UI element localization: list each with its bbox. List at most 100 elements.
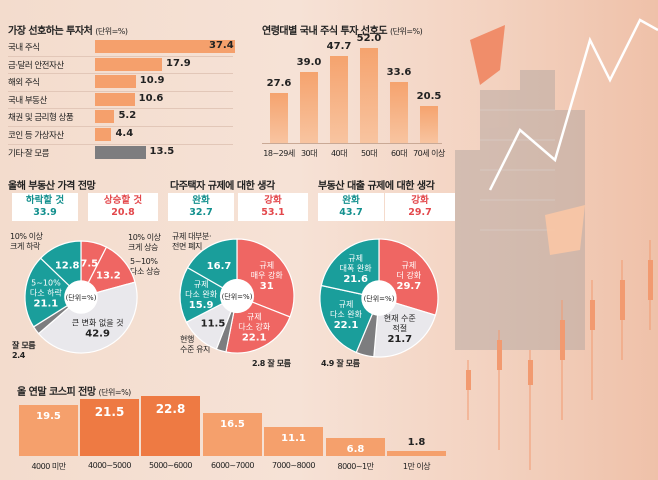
age-stock-preference-title: 연령대별 국내 주식 투자 선호도 xyxy=(262,26,388,37)
data-label: 19.5 xyxy=(36,410,61,422)
outside-label: 잘 모름 2.4 xyxy=(12,341,36,361)
outside-label: 2.8 잘 모름 xyxy=(252,359,291,368)
unit-label: (단위=%) xyxy=(390,27,423,36)
pie-title: 올해 부동산 가격 전망 xyxy=(8,181,96,192)
bar xyxy=(95,110,115,124)
data-label: 16.5 xyxy=(220,418,245,430)
slice-label: 현재 수준 xyxy=(384,314,416,323)
pie-center xyxy=(219,278,255,314)
category-label: 해외 주식 xyxy=(8,78,40,89)
slice-label: 규제 xyxy=(339,300,354,309)
label-line: 크게 상승 xyxy=(128,243,158,252)
category-label: 4000~5000 xyxy=(88,461,131,470)
bar xyxy=(95,40,235,53)
data-label: 6.8 xyxy=(346,444,365,456)
slice-label: 다소 하락 xyxy=(30,287,63,297)
slice-label: 적절 xyxy=(392,323,407,333)
label-line: 다소 상승 xyxy=(130,267,160,276)
summary-box: 완화 32.7 xyxy=(168,193,234,221)
category-label: 7000~8000 xyxy=(272,461,315,470)
unit-label: (단위=%) xyxy=(222,292,253,301)
label-line: 규제 대부분· xyxy=(172,232,212,241)
slice-label: 규제 xyxy=(247,313,262,322)
summary-value: 32.7 xyxy=(189,207,213,218)
pie-slice xyxy=(373,297,437,358)
summary-label: 하락할 것 xyxy=(25,195,65,206)
outside-label: 10% 이상 크게 상승 xyxy=(128,233,161,253)
unit-label: (단위=%) xyxy=(364,294,395,303)
slice-value: 16.7 xyxy=(207,261,232,272)
category-label: 채권 및 금리형 상품 xyxy=(8,113,74,124)
pie-title: 부동산 대출 규제에 대한 생각 xyxy=(318,181,435,192)
outside-label: 규제 대부분· 전면 폐지 xyxy=(172,232,211,252)
pie-slice xyxy=(24,257,82,328)
category-label: 기타·잘 모름 xyxy=(8,148,50,159)
slice-value: 22.1 xyxy=(334,320,359,331)
divider xyxy=(8,73,233,75)
slice-value: 21.1 xyxy=(34,298,59,309)
unit-label: (단위=%) xyxy=(98,388,132,397)
summary-label: 완화 xyxy=(342,195,360,206)
axis-line xyxy=(262,143,442,144)
outside-label: 10% 이상 크게 하락 xyxy=(10,232,43,252)
trend-line-illustration xyxy=(488,18,658,191)
summary-label: 상승할 것 xyxy=(103,195,143,206)
bar xyxy=(264,426,323,456)
label-line: 전면 폐지 xyxy=(172,242,202,251)
bar xyxy=(80,399,139,456)
data-label: 4.4 xyxy=(115,128,134,139)
category-label: 18~29세 xyxy=(263,149,295,158)
data-label: 27.6 xyxy=(266,77,292,89)
summary-value: 20.8 xyxy=(111,207,135,218)
paper-illustration xyxy=(470,25,505,85)
category-label: 30대 xyxy=(300,149,318,158)
slice-value: 29.7 xyxy=(397,281,422,292)
summary-box: 강화 53.1 xyxy=(238,193,308,221)
summary-box: 완화 43.7 xyxy=(318,193,384,221)
bar xyxy=(387,451,446,456)
data-label: 10.6 xyxy=(138,92,164,104)
bar xyxy=(300,71,318,143)
pie-center xyxy=(64,280,98,314)
summary-label: 완화 xyxy=(192,195,210,206)
unit-label: (단위=%) xyxy=(95,27,128,36)
bar xyxy=(326,438,385,456)
slice-label: 규제 xyxy=(259,261,274,270)
data-label: 17.9 xyxy=(166,57,191,69)
category-label: 국내 주식 xyxy=(8,43,40,53)
divider xyxy=(8,143,233,145)
data-label: 1.8 xyxy=(407,437,426,449)
bar xyxy=(95,92,135,106)
slice-label: 다소 강화 xyxy=(238,322,271,332)
label-line: 현행 xyxy=(180,335,194,344)
slice-label: 더 강화 xyxy=(397,270,422,280)
summary-value: 33.9 xyxy=(33,207,57,218)
summary-value: 43.7 xyxy=(339,207,363,218)
category-label: 5000~6000 xyxy=(149,461,192,470)
bar xyxy=(203,412,262,456)
data-label: 52.0 xyxy=(356,33,382,44)
slice-value: 11.5 xyxy=(201,319,226,330)
slice-value: 15.9 xyxy=(189,300,214,311)
pie-slice xyxy=(186,238,238,298)
bar xyxy=(95,57,162,71)
pie-slice xyxy=(39,240,82,299)
slice-label: 규제 xyxy=(401,261,416,270)
summary-value: 29.7 xyxy=(408,207,432,218)
preferred-investments-title: 가장 선호하는 투자처 xyxy=(8,26,93,37)
data-label: 11.1 xyxy=(281,432,306,444)
slice-value: 13.2 xyxy=(96,271,121,282)
outside-label: 5~10% 다소 상승 xyxy=(130,257,160,277)
data-label: 39.0 xyxy=(296,56,322,68)
summary-box: 하락할 것 33.9 xyxy=(12,193,78,221)
data-label: 22.8 xyxy=(155,402,186,416)
label-line: 잘 모름 xyxy=(12,341,36,350)
slice-label: 다소 완화 xyxy=(330,310,363,319)
slice-value: 42.9 xyxy=(85,329,110,340)
slice-value: 7.5 xyxy=(80,259,98,270)
data-label: 21.5 xyxy=(94,405,125,420)
category-label: 70세 이상 xyxy=(413,149,445,158)
bar xyxy=(330,55,348,143)
